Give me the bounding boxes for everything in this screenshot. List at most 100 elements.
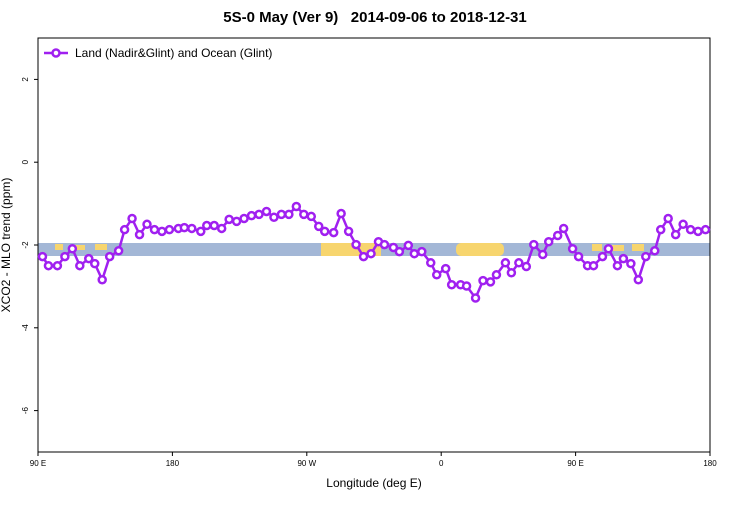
x-axis-label: Longitude (deg E) [326, 476, 421, 490]
data-point [239, 213, 249, 224]
data-point [119, 224, 130, 235]
legend-label: Land (Nadir&Glint) and Ocean (Glint) [75, 46, 272, 60]
data-point [89, 258, 100, 269]
data-point [134, 229, 145, 240]
data-point [500, 258, 511, 268]
data-point [284, 209, 294, 220]
data-point [351, 239, 361, 250]
data-point [521, 261, 532, 272]
x-tick-label: 90 E [30, 459, 46, 468]
data-point [179, 222, 190, 233]
data-point [461, 281, 472, 291]
data-point [543, 236, 554, 247]
data-point [291, 201, 302, 212]
data-point [43, 260, 54, 271]
data-point [269, 212, 279, 223]
data-point [573, 251, 584, 262]
data-point [84, 253, 94, 264]
data-point [254, 209, 264, 220]
data-point [366, 248, 376, 259]
data-point [97, 275, 107, 285]
data-point [663, 213, 673, 224]
data-point [37, 251, 48, 262]
data-point [261, 206, 272, 217]
data-point [149, 224, 160, 235]
data-point [700, 224, 711, 235]
land-band [55, 244, 63, 250]
data-point [127, 213, 137, 224]
data-point [558, 223, 569, 234]
data-point [409, 248, 420, 259]
data-point [485, 277, 496, 287]
land-band [632, 244, 644, 251]
land-band [75, 245, 85, 250]
y-axis-label: XCO2 - MLO trend (ppm) [0, 178, 13, 313]
data-point [358, 251, 369, 262]
data-point [440, 263, 451, 274]
data-point [552, 230, 563, 241]
data-point [693, 226, 703, 237]
data-point [670, 229, 681, 240]
data-point [201, 220, 212, 231]
y-tick-label: -4 [21, 324, 30, 332]
data-point [196, 226, 206, 237]
data-point [157, 226, 167, 237]
y-tick-label: -6 [21, 406, 30, 414]
data-point [394, 246, 405, 257]
data-point [67, 243, 78, 254]
data-point [529, 239, 539, 250]
data-point [142, 219, 152, 230]
data-point [231, 216, 242, 227]
data-point [164, 224, 175, 235]
data-point [655, 224, 666, 235]
data-point [313, 221, 324, 232]
data-point [388, 242, 399, 253]
data-point [649, 246, 660, 256]
data-point [612, 260, 623, 271]
x-tick-label: 180 [166, 459, 180, 468]
data-point [379, 239, 390, 250]
data-point [425, 258, 436, 268]
data-point [478, 275, 488, 286]
data-point [104, 251, 115, 262]
data-point [417, 246, 427, 257]
data-point [60, 251, 70, 262]
data-point [491, 270, 502, 280]
y-tick-label: 0 [21, 159, 30, 164]
x-tick-label: 90 W [297, 459, 316, 468]
land-band [612, 245, 624, 251]
data-point [328, 227, 339, 238]
data-point [52, 260, 63, 271]
data-point [537, 249, 548, 260]
data-point [187, 223, 197, 234]
data-point [506, 267, 517, 278]
data-point [618, 253, 629, 264]
x-tick-label: 180 [703, 459, 717, 468]
data-point [597, 251, 608, 262]
data-point [678, 219, 688, 230]
chart-title: 5S-0 May (Ver 9) 2014-09-06 to 2018-12-3… [223, 9, 527, 26]
data-point [403, 240, 414, 251]
data-point [336, 208, 346, 219]
data-point [276, 209, 287, 220]
land-band [592, 244, 602, 251]
legend: Land (Nadir&Glint) and Ocean (Glint) [44, 46, 272, 60]
data-point [319, 226, 330, 237]
data-point [588, 260, 599, 271]
legend-marker [51, 48, 61, 58]
data-point [75, 260, 85, 271]
data-point [431, 270, 442, 280]
land-band [95, 244, 107, 250]
x-tick-label: 0 [439, 459, 444, 468]
data-point [470, 293, 481, 303]
x-tick-label: 90 E [567, 459, 583, 468]
data-point [567, 243, 578, 254]
data-point [209, 220, 219, 231]
data-point [641, 251, 651, 262]
data-point [343, 226, 354, 237]
land-band [456, 243, 504, 256]
data-point [216, 223, 227, 234]
data-point [306, 211, 317, 222]
data-point [246, 210, 257, 221]
